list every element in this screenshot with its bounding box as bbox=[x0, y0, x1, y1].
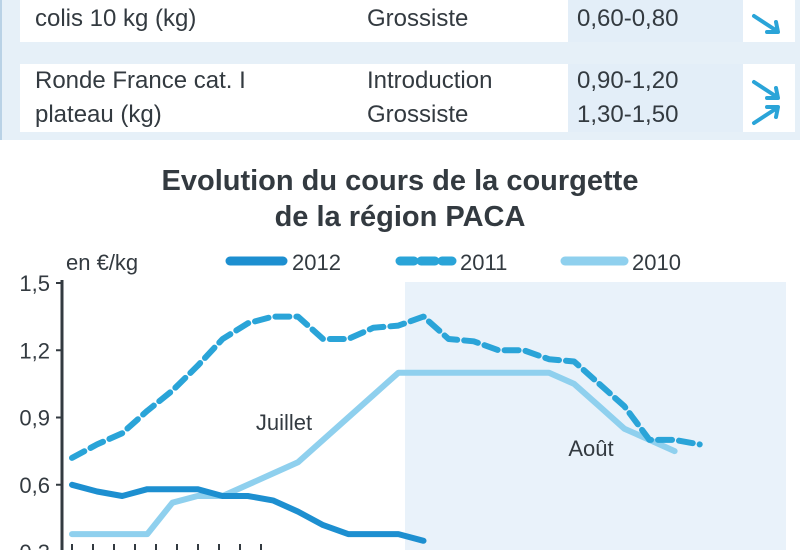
august-period-band bbox=[405, 282, 786, 550]
chart-title-line-2: de la région PACA bbox=[274, 201, 526, 233]
y-tick-label: 1,2 bbox=[19, 338, 50, 363]
y-axis-label: en €/kg bbox=[66, 250, 138, 275]
price-range: 1,30-1,50 bbox=[577, 101, 679, 128]
product-label: plateau (kg) bbox=[35, 101, 162, 128]
y-tick-label: 0,9 bbox=[19, 406, 50, 431]
price-cell-bg bbox=[568, 0, 743, 42]
product-label: colis 10 kg (kg) bbox=[35, 5, 197, 32]
product-label: Ronde France cat. I bbox=[35, 67, 246, 94]
chart-title-line-1: Evolution du cours de la courgette bbox=[161, 165, 639, 197]
y-axis-ticks: 1,5 1,2 0,9 0,6 0,3 bbox=[19, 271, 62, 550]
series-line-2012 bbox=[69, 481, 427, 544]
series-line-2010 bbox=[69, 369, 678, 538]
trend-down-icon bbox=[752, 14, 780, 34]
trend-down-icon bbox=[752, 80, 780, 100]
table-row: colis 10 kg (kg) Grossiste 0,60-0,80 bbox=[20, 0, 795, 42]
series-lines bbox=[69, 313, 703, 544]
legend: 2012 2011 2010 bbox=[225, 250, 681, 275]
y-tick-label: 1,5 bbox=[19, 271, 50, 296]
chart-title: Evolution du cours de la courgette de la… bbox=[0, 163, 800, 235]
price-cell-bg bbox=[568, 64, 743, 132]
table-left-rule bbox=[0, 0, 2, 140]
period-label-august: Août bbox=[568, 436, 613, 461]
period-label-july: Juillet bbox=[256, 410, 312, 435]
market-stage-label: Grossiste bbox=[367, 101, 469, 128]
table-row: Ronde France cat. I plateau (kg) Introdu… bbox=[20, 64, 795, 132]
series-line-2011 bbox=[69, 313, 703, 461]
y-tick-label: 0,3 bbox=[19, 540, 50, 550]
market-stage-label: Introduction bbox=[367, 67, 493, 94]
price-range: 0,60-0,80 bbox=[577, 5, 679, 32]
price-table: colis 10 kg (kg) Grossiste 0,60-0,80 Ron… bbox=[0, 0, 800, 140]
x-axis-ticks bbox=[71, 544, 262, 550]
legend-label-2010: 2010 bbox=[632, 250, 681, 275]
market-stage-label: Grossiste bbox=[367, 5, 469, 32]
trend-up-icon bbox=[752, 105, 780, 125]
price-range: 0,90-1,20 bbox=[577, 67, 679, 94]
legend-label-2012: 2012 bbox=[292, 250, 341, 275]
y-tick-label: 0,6 bbox=[19, 473, 50, 498]
legend-label-2011: 2011 bbox=[460, 250, 507, 275]
